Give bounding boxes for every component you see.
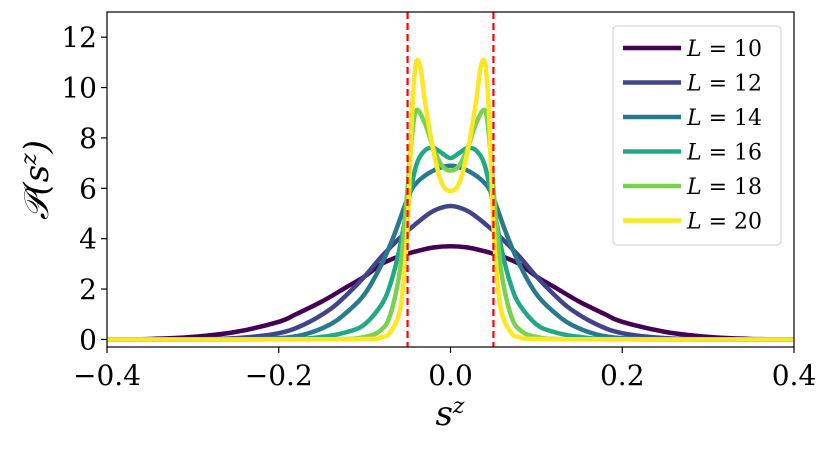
- y-tick-label: 10: [61, 72, 97, 105]
- x-tick-label: 0.2: [600, 359, 645, 392]
- x-axis-title: sz: [435, 394, 464, 435]
- legend-label: L = 12: [686, 72, 762, 97]
- x-tick-label: −0.4: [73, 359, 141, 392]
- series-line-3: [107, 163, 794, 342]
- series-line-2: [107, 203, 794, 342]
- series-line-5: [107, 107, 794, 342]
- y-tick-label: 12: [61, 21, 97, 54]
- y-tick-label: 8: [79, 122, 97, 155]
- x-tick-label: 0.0: [428, 359, 473, 392]
- x-tick-label: −0.2: [245, 359, 313, 392]
- legend-label: L = 14: [686, 106, 762, 131]
- series-line-4: [107, 145, 794, 342]
- series-line-6: [107, 57, 794, 342]
- y-tick-label: 0: [79, 323, 97, 356]
- y-tick-label: 4: [79, 223, 97, 256]
- x-tick-label: 0.4: [772, 359, 817, 392]
- legend-label: L = 16: [686, 141, 762, 166]
- legend-label: L = 18: [686, 175, 762, 200]
- legend-label: L = 20: [686, 210, 762, 235]
- series-line-1: [107, 244, 794, 342]
- legend-label: L = 10: [686, 37, 762, 62]
- legend: L = 10 L = 12 L = 14 L = 16 L = 18 L = 20: [612, 25, 782, 246]
- y-tick-label: 6: [79, 172, 97, 205]
- y-tick-label: 2: [79, 273, 97, 306]
- y-axis-title: 𝒫(sz): [17, 140, 58, 220]
